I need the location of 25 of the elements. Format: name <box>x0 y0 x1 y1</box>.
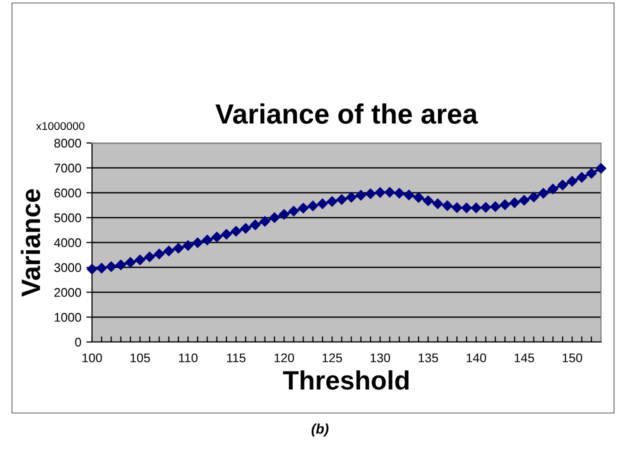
text: (b) <box>312 424 328 436</box>
y-tick-label: 2000 <box>54 288 82 297</box>
x-tick-label: 115 <box>227 354 246 362</box>
x-tick-label: 150 <box>562 353 582 362</box>
x-tick-label: 105 <box>130 353 150 362</box>
x-tick-label: 135 <box>418 353 438 362</box>
y-tick-label: 6000 <box>54 188 82 198</box>
text: x1000000 <box>36 122 84 130</box>
x-tick-label: 125 <box>322 353 342 362</box>
y-tick-label: 0 <box>75 338 82 347</box>
x-axis-title: Threshold <box>283 370 409 390</box>
chart-title: Variance of the area <box>215 103 478 124</box>
x-tick-label: 145 <box>514 354 534 362</box>
y-tick-label: 5000 <box>54 213 82 222</box>
x-tick-label: 130 <box>370 353 390 362</box>
x-tick-label: 100 <box>82 353 102 362</box>
y-tick-label: 7000 <box>54 164 82 173</box>
y-tick-label: 1000 <box>54 312 82 322</box>
y-axis-title: Variance <box>20 189 40 297</box>
y-tick-label: 3000 <box>54 263 82 272</box>
y-tick-label: 8000 <box>54 138 82 148</box>
x-tick-label: 110 <box>179 353 198 362</box>
x-tick-label: 140 <box>466 353 486 362</box>
y-tick-label: 4000 <box>54 238 82 248</box>
x-tick-label: 120 <box>274 353 294 362</box>
